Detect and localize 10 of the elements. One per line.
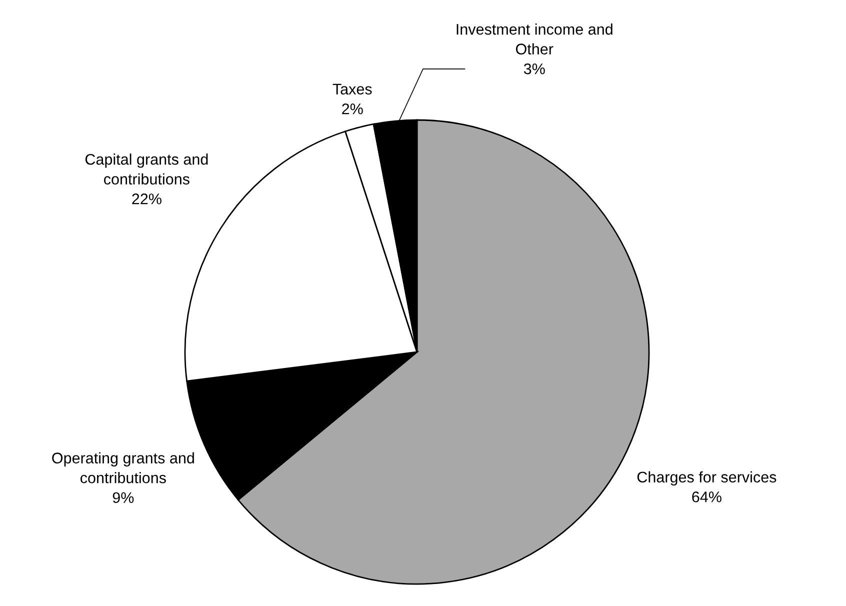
data-label: 2%	[342, 103, 363, 114]
slice-label: Investment income and Other	[456, 24, 612, 54]
slice-label: Capital grants and contributions	[85, 154, 208, 185]
slice-label: Charges for services	[637, 471, 776, 486]
data-label: 64%	[692, 491, 722, 502]
data-label: 3%	[524, 63, 545, 74]
slice-label: Taxes	[332, 84, 372, 95]
data-label: 22%	[132, 194, 162, 204]
slice-label: Operating grants and contributions	[52, 452, 194, 484]
data-label: 9%	[112, 492, 134, 504]
